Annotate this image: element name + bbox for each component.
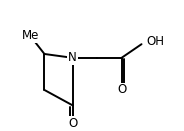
Text: N: N bbox=[68, 51, 77, 64]
Text: O: O bbox=[68, 117, 77, 130]
Text: OH: OH bbox=[146, 35, 164, 48]
Text: O: O bbox=[117, 83, 126, 96]
Text: Me: Me bbox=[22, 29, 39, 42]
